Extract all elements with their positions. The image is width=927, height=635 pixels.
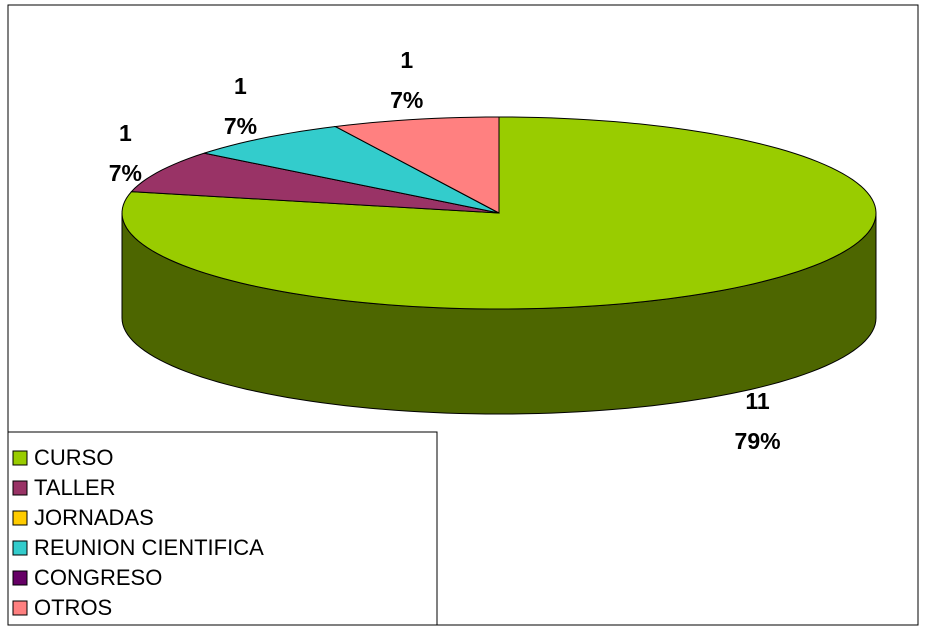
legend-label: OTROS <box>34 595 112 620</box>
data-label: 1 <box>234 73 247 99</box>
legend-box <box>7 431 438 626</box>
data-label-percent: 7% <box>390 87 423 113</box>
legend-label: REUNION CIENTIFICA <box>34 535 264 560</box>
legend-label: CONGRESO <box>34 565 162 590</box>
data-label: 1 <box>400 47 413 73</box>
legend-swatch <box>12 480 28 496</box>
slice <box>333 116 500 214</box>
data-label: 1 <box>119 120 132 146</box>
legend-swatch <box>12 570 28 586</box>
data-label-percent: 7% <box>224 113 257 139</box>
legend-label: JORNADAS <box>34 505 154 530</box>
legend-swatch <box>12 450 28 466</box>
data-label-percent: 79% <box>735 428 781 454</box>
slice <box>204 125 500 214</box>
legend-swatch <box>12 510 28 526</box>
legend-swatch <box>12 600 28 616</box>
legend-label: CURSO <box>34 445 113 470</box>
data-label: 11 <box>745 388 770 414</box>
data-label-percent: 7% <box>109 160 142 186</box>
legend-swatch <box>12 540 28 556</box>
legend-label: TALLER <box>34 475 116 500</box>
slice <box>130 152 500 214</box>
